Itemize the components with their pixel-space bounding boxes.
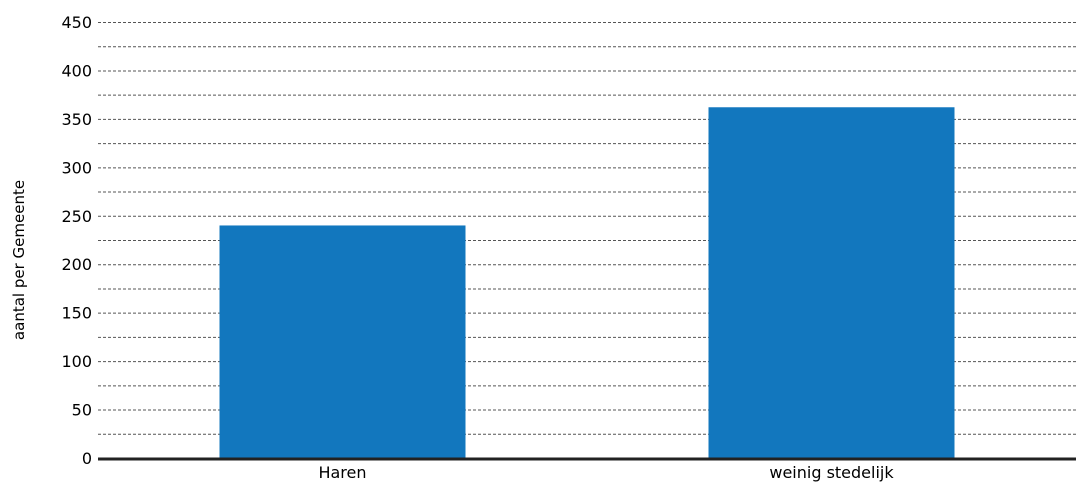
- y-tick-label: 100: [61, 352, 92, 371]
- bars: [219, 107, 955, 459]
- x-axis-labels: Haren weinig stedelijk: [318, 463, 894, 482]
- y-tick-label: 300: [61, 158, 92, 177]
- y-tick-label: 50: [72, 401, 92, 420]
- y-axis-ticks: 0 50 100 150 200 250 300 350 400 450: [61, 13, 92, 468]
- bar: [708, 107, 955, 459]
- y-tick-label: 150: [61, 304, 92, 323]
- y-axis-title: aantal per Gemeente: [10, 180, 28, 340]
- y-tick-label: 350: [61, 110, 92, 129]
- y-tick-label: 250: [61, 207, 92, 226]
- x-tick-label: weinig stedelijk: [769, 463, 894, 482]
- y-tick-label: 200: [61, 255, 92, 274]
- y-tick-label: 400: [61, 61, 92, 80]
- x-tick-label: Haren: [318, 463, 366, 482]
- y-tick-label: 0: [82, 449, 92, 468]
- y-tick-label: 450: [61, 13, 92, 32]
- bar: [219, 225, 466, 458]
